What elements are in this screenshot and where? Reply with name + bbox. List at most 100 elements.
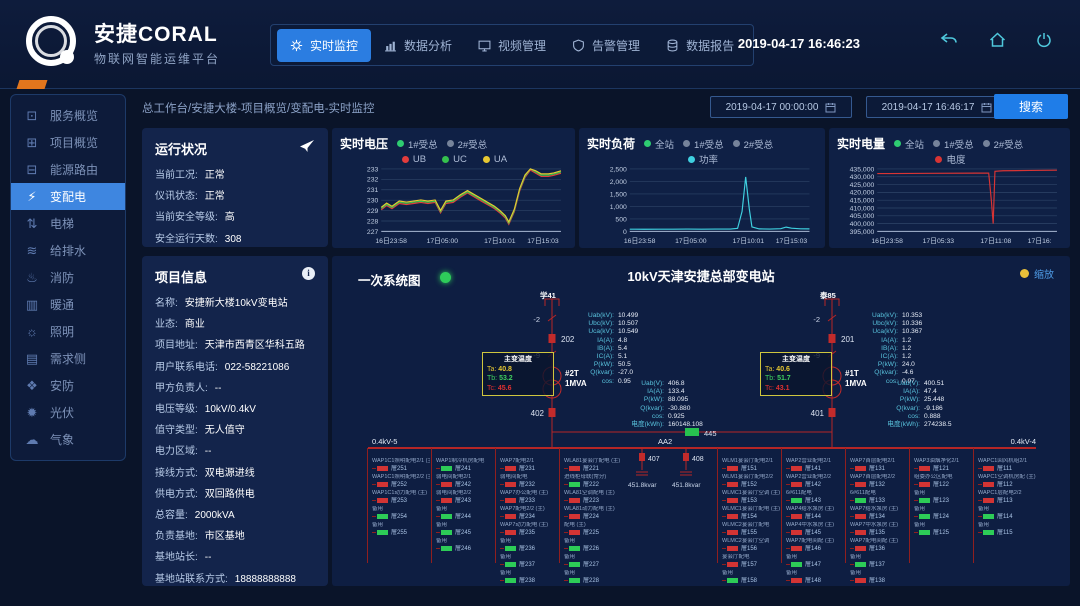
capacitor-breaker[interactable] bbox=[683, 453, 689, 461]
home-icon[interactable] bbox=[989, 32, 1006, 53]
feeder-status-indicator[interactable] bbox=[377, 466, 388, 471]
series-legend-item[interactable]: 功率 bbox=[687, 153, 718, 166]
feeder-status-indicator[interactable] bbox=[377, 498, 388, 503]
series-legend-item[interactable]: 电度 bbox=[935, 153, 966, 166]
feeder-status-indicator[interactable] bbox=[569, 482, 580, 487]
feeder-status-indicator[interactable] bbox=[727, 578, 738, 583]
feeder-status-indicator[interactable] bbox=[919, 498, 930, 503]
feeder-status-indicator[interactable] bbox=[727, 466, 738, 471]
feeder-status-indicator[interactable] bbox=[727, 482, 738, 487]
nav-item-0[interactable]: 实时监控 bbox=[277, 28, 372, 62]
feeder-status-indicator[interactable] bbox=[505, 578, 516, 583]
feeder-status-indicator[interactable] bbox=[441, 530, 452, 535]
feeder-status-indicator[interactable] bbox=[505, 514, 516, 519]
feeder-status-indicator[interactable] bbox=[855, 530, 866, 535]
feeder-status-indicator[interactable] bbox=[505, 530, 516, 535]
feeder-status-indicator[interactable] bbox=[791, 546, 802, 551]
sidebar-item-9[interactable]: ▤ 需求侧 bbox=[11, 345, 125, 372]
sidebar-item-7[interactable]: ▥ 暖通 bbox=[11, 291, 125, 318]
sidebar-item-1[interactable]: ⊞ 项目概览 bbox=[11, 129, 125, 156]
series-legend-item[interactable]: UB bbox=[401, 153, 426, 165]
send-icon[interactable] bbox=[299, 139, 315, 158]
feeder-status-indicator[interactable] bbox=[791, 466, 802, 471]
feeder-status-indicator[interactable] bbox=[505, 498, 516, 503]
tie-breaker[interactable] bbox=[685, 428, 699, 436]
sidebar-item-0[interactable]: ⊡ 服务概览 bbox=[11, 102, 125, 129]
feeder-status-indicator[interactable] bbox=[441, 498, 452, 503]
feeder-status-indicator[interactable] bbox=[855, 498, 866, 503]
feeder-status-indicator[interactable] bbox=[727, 530, 738, 535]
chart-legend-item[interactable]: 1#受总 bbox=[683, 137, 724, 151]
series-legend-item[interactable]: UA bbox=[482, 153, 507, 165]
hv-breaker[interactable] bbox=[828, 334, 836, 343]
nav-item-3[interactable]: 告警管理 bbox=[559, 29, 653, 62]
feeder-status-indicator[interactable] bbox=[569, 514, 580, 519]
feeder-status-indicator[interactable] bbox=[727, 562, 738, 567]
feeder-status-indicator[interactable] bbox=[919, 530, 930, 535]
nav-item-2[interactable]: 视频管理 bbox=[465, 29, 559, 62]
nav-item-4[interactable]: 数据报告 bbox=[653, 29, 747, 62]
feeder-status-indicator[interactable] bbox=[983, 466, 994, 471]
series-legend-item[interactable]: UC bbox=[442, 153, 467, 165]
feeder-status-indicator[interactable] bbox=[791, 530, 802, 535]
feeder-status-indicator[interactable] bbox=[855, 514, 866, 519]
date-from-input[interactable]: 2019-04-17 00:00:00 bbox=[710, 96, 852, 118]
feeder-status-indicator[interactable] bbox=[855, 578, 866, 583]
feeder-status-indicator[interactable] bbox=[983, 514, 994, 519]
feeder-status-indicator[interactable] bbox=[569, 498, 580, 503]
feeder-status-indicator[interactable] bbox=[377, 482, 388, 487]
feeder-status-indicator[interactable] bbox=[855, 546, 866, 551]
feeder-status-indicator[interactable] bbox=[441, 482, 452, 487]
chart-legend-item[interactable]: 全站 bbox=[644, 137, 674, 151]
power-icon[interactable] bbox=[1036, 32, 1052, 53]
sidebar-item-10[interactable]: ❖ 安防 bbox=[11, 372, 125, 399]
feeder-status-indicator[interactable] bbox=[569, 546, 580, 551]
sidebar-item-8[interactable]: ☼ 照明 bbox=[11, 318, 125, 345]
feeder-status-indicator[interactable] bbox=[441, 466, 452, 471]
sidebar-item-3[interactable]: ⚡ 变配电 bbox=[11, 183, 125, 210]
feeder-status-indicator[interactable] bbox=[569, 562, 580, 567]
feeder-status-indicator[interactable] bbox=[505, 546, 516, 551]
feeder-status-indicator[interactable] bbox=[441, 514, 452, 519]
back-icon[interactable] bbox=[939, 32, 959, 53]
feeder-status-indicator[interactable] bbox=[569, 578, 580, 583]
feeder-status-indicator[interactable] bbox=[919, 466, 930, 471]
search-button[interactable]: 搜索 bbox=[994, 94, 1068, 119]
chart-legend-item[interactable]: 2#受总 bbox=[982, 137, 1023, 151]
feeder-status-indicator[interactable] bbox=[727, 498, 738, 503]
feeder-status-indicator[interactable] bbox=[855, 482, 866, 487]
date-to-input[interactable]: 2019-04-17 16:46:17 bbox=[866, 96, 1008, 118]
feeder-status-indicator[interactable] bbox=[983, 482, 994, 487]
feeder-status-indicator[interactable] bbox=[569, 530, 580, 535]
sidebar-item-5[interactable]: ≋ 给排水 bbox=[11, 237, 125, 264]
feeder-status-indicator[interactable] bbox=[505, 482, 516, 487]
feeder-status-indicator[interactable] bbox=[791, 578, 802, 583]
lv-breaker[interactable] bbox=[828, 408, 836, 417]
lv-breaker[interactable] bbox=[548, 408, 556, 417]
feeder-status-indicator[interactable] bbox=[441, 546, 452, 551]
chart-legend-item[interactable]: 2#受总 bbox=[732, 137, 773, 151]
feeder-status-indicator[interactable] bbox=[855, 466, 866, 471]
feeder-status-indicator[interactable] bbox=[377, 514, 388, 519]
chart-legend-item[interactable]: 2#受总 bbox=[446, 137, 487, 151]
chart-legend-item[interactable]: 1#受总 bbox=[397, 137, 438, 151]
sidebar-item-6[interactable]: ♨ 消防 bbox=[11, 264, 125, 291]
diagram-zoom-control[interactable]: 缩放 bbox=[1020, 266, 1054, 281]
feeder-status-indicator[interactable] bbox=[727, 514, 738, 519]
feeder-status-indicator[interactable] bbox=[505, 466, 516, 471]
capacitor-breaker[interactable] bbox=[639, 453, 645, 461]
feeder-status-indicator[interactable] bbox=[855, 562, 866, 567]
sidebar-item-4[interactable]: ⇅ 电梯 bbox=[11, 210, 125, 237]
feeder-status-indicator[interactable] bbox=[983, 530, 994, 535]
feeder-status-indicator[interactable] bbox=[569, 466, 580, 471]
feeder-status-indicator[interactable] bbox=[983, 498, 994, 503]
sidebar-item-11[interactable]: ✹ 光伏 bbox=[11, 399, 125, 426]
feeder-status-indicator[interactable] bbox=[791, 498, 802, 503]
feeder-status-indicator[interactable] bbox=[727, 546, 738, 551]
feeder-status-indicator[interactable] bbox=[919, 482, 930, 487]
sidebar-item-2[interactable]: ⊟ 能源路由 bbox=[11, 156, 125, 183]
feeder-status-indicator[interactable] bbox=[791, 482, 802, 487]
info-icon[interactable]: i bbox=[302, 267, 315, 280]
chart-legend-item[interactable]: 全站 bbox=[894, 137, 924, 151]
feeder-status-indicator[interactable] bbox=[505, 562, 516, 567]
